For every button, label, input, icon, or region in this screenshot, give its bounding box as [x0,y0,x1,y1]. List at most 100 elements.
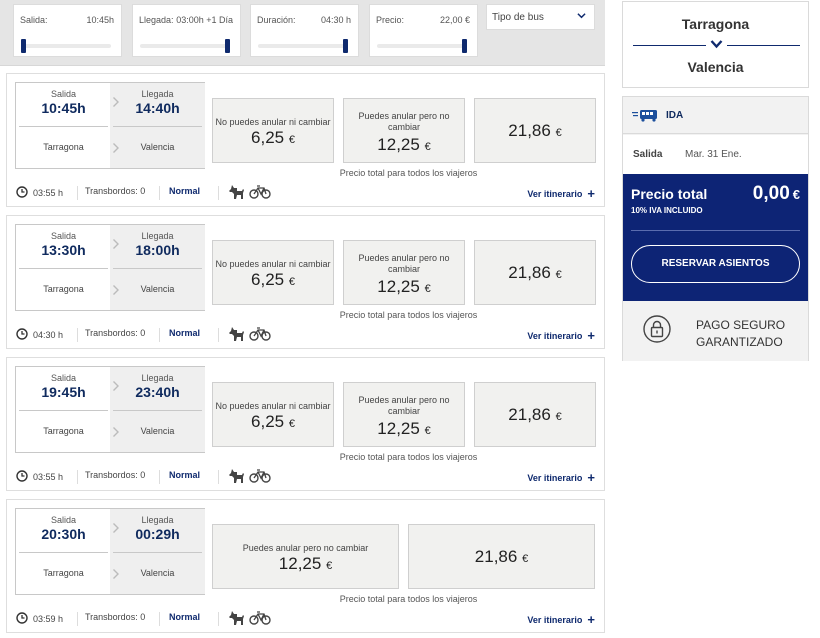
arrival-slider[interactable] [140,39,230,53]
divider [19,410,108,411]
view-itinerary-link[interactable]: Ver itinerario + [527,186,595,201]
departure-label: Salida [633,149,663,160]
reserve-seats-button[interactable]: RESERVAR ASIENTOS [631,245,800,283]
divider [19,552,108,553]
bicycle-icon [249,611,271,625]
view-itinerary-link[interactable]: Ver itinerario + [527,612,595,627]
fare-option[interactable]: 21,86 € [474,240,596,305]
fare-option[interactable]: 21,86 € [474,98,596,163]
departure-label: Salida [50,515,77,525]
view-itinerary-link[interactable]: Ver itinerario + [527,470,595,485]
divider [77,328,78,342]
fare-conditions: Puedes anular pero no cambiar [242,543,369,553]
duration-slider[interactable] [258,39,348,53]
divider [631,230,800,231]
departure-slider[interactable] [21,39,111,53]
divider [77,470,78,484]
total-amount: 0,00 € [753,183,800,205]
fare-option[interactable]: Puedes anular pero no cambiar 12,25 € [212,524,399,589]
fare-amount: 12,25 [377,419,420,438]
view-itinerary-label: Ver itinerario [527,615,583,625]
trip-direction-label: IDA [666,110,684,121]
fare-amount: 12,25 [377,135,420,154]
arrival-time: 18:00h [135,242,180,258]
booking-summary: IDA Salida Mar. 31 Ene. Precio total 10%… [622,96,809,361]
total-panel: Precio total 10% IVA INCLUIDO 0,00 € RESE… [623,174,808,301]
chevron-right-icon [112,425,120,437]
origin-city: Tarragona [43,284,84,294]
transfers-count: Transbordos: 0 [85,328,146,338]
clock-icon [16,612,28,624]
divider [218,470,219,484]
arrival-column: Llegada 14:40h Valencia [110,83,205,168]
fare-conditions: No puedes anular ni cambiar [215,117,331,127]
filter-value: 22,00 € [439,15,470,25]
fare-amount: 6,25 [251,270,285,289]
fare-option[interactable]: Puedes anular pero no cambiar 12,25 € [343,240,465,305]
departure-column: Salida 19:45h Tarragona [16,367,111,452]
view-itinerary-link[interactable]: Ver itinerario + [527,328,595,343]
divider [218,186,219,200]
departure-time: 20:30h [41,526,86,542]
fare-currency: € [424,141,431,153]
departure-time: 19:45h [41,384,86,400]
slider-handle[interactable] [343,39,348,53]
lock-icon [643,315,671,343]
clock-icon [16,328,28,340]
arrival-time: 14:40h [135,100,180,116]
fare-conditions: Puedes anular pero no cambiar [358,111,450,132]
destination-city: Valencia [140,142,175,152]
bus-type-select[interactable]: Tipo de bus [486,4,595,30]
filter-label: Llegada: [139,15,174,25]
arrival-time: 00:29h [135,526,180,542]
price-slider[interactable] [377,39,467,53]
fare-price: 6,25 € [213,128,333,148]
departure-time: 10:45h [41,100,86,116]
clock-icon [16,470,28,482]
departure-column: Salida 13:30h Tarragona [16,225,111,310]
trip-duration: 03:59 h [33,614,64,624]
fare-price: 12,25 € [344,135,464,155]
transfers-count: Transbordos: 0 [85,186,146,196]
fare-amount: 21,86 [508,405,551,424]
chevron-down-icon [710,40,723,49]
fare-option[interactable]: No puedes anular ni cambiar 6,25 € [212,98,334,163]
fare-currency: € [288,418,295,430]
slider-handle[interactable] [21,39,26,53]
bicycle-icon [249,327,271,341]
fare-option[interactable]: No puedes anular ni cambiar 6,25 € [212,382,334,447]
result-card: Salida 10:45h Tarragona Llegada 14:40h Valenc… [6,73,605,207]
filter-label: Precio: [376,15,405,25]
fare-option[interactable]: 21,86 € [474,382,596,447]
origin-city: Tarragona [43,142,84,152]
arrival-time: 23:40h [135,384,180,400]
fare-conditions: No puedes anular ni cambiar [215,401,331,411]
arrival-label: Llegada [141,373,174,383]
pet-icon [229,327,244,341]
arrival-column: Llegada 00:29h Valencia [110,509,205,594]
iva-note: 10% IVA INCLUIDO [631,206,703,215]
slider-handle[interactable] [462,39,467,53]
price-filter: Precio: 22,00 € [369,4,478,57]
chevron-right-icon [112,237,120,249]
bus-class: Normal [169,328,201,338]
result-card: Salida 20:30h Tarragona Llegada 00:29h Valenc… [6,499,605,633]
fare-option[interactable]: Puedes anular pero no cambiar 12,25 € [343,382,465,447]
secure-line-1: PAGO SEGURO [696,318,786,332]
fare-option[interactable]: No puedes anular ni cambiar 6,25 € [212,240,334,305]
fare-price: 21,86 € [409,547,594,567]
arrival-column: Llegada 18:00h Valencia [110,225,205,310]
bicycle-icon [249,469,271,483]
schedule-box: Salida 10:45h Tarragona Llegada 14:40h Valenc… [15,82,205,169]
fare-option[interactable]: 21,86 € [408,524,595,589]
fare-amount: 21,86 [508,121,551,140]
trip-details-bar: 03:55 h Transbordos: 0 Normal Ver itinerari… [7,182,604,204]
fare-option[interactable]: Puedes anular pero no cambiar 12,25 € [343,98,465,163]
transfers-count: Transbordos: 0 [85,612,146,622]
fare-currency: € [326,560,333,572]
chevron-right-icon [112,95,120,107]
fare-amount: 12,25 [377,277,420,296]
chevron-right-icon [112,379,120,391]
slider-handle[interactable] [225,39,230,53]
origin-city: Tarragona [43,426,84,436]
